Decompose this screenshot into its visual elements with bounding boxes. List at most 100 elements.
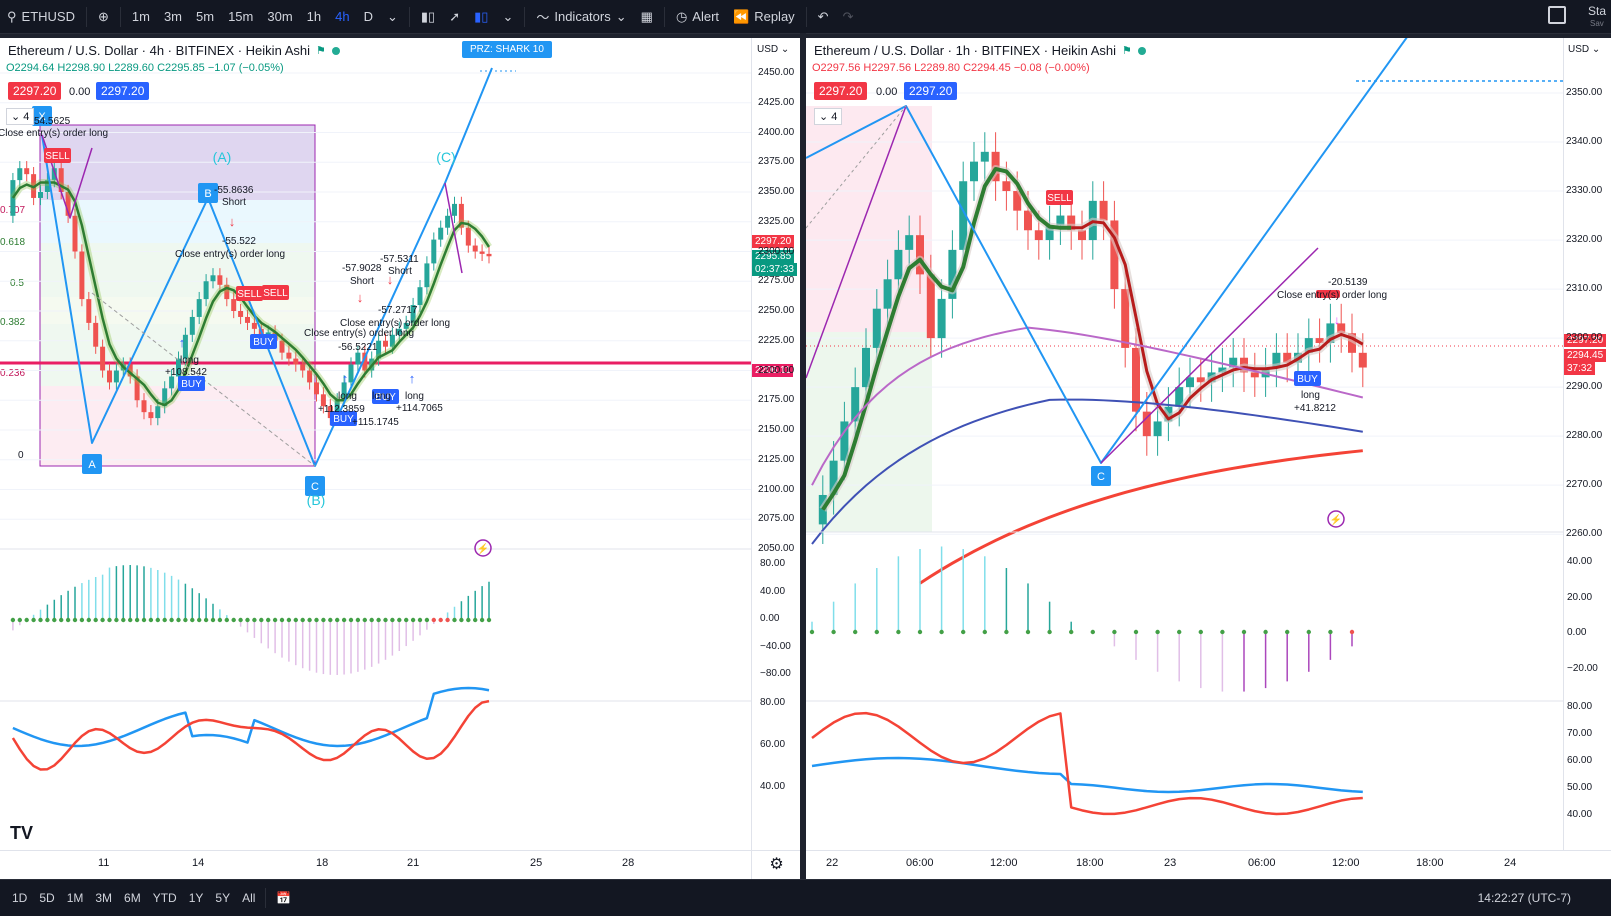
candle-body: [403, 322, 409, 329]
compare-button[interactable]: ⊕: [91, 9, 116, 25]
fib-level-label: 0.5: [10, 278, 24, 289]
candle-body: [155, 406, 161, 419]
left-collapse-toggle[interactable]: ⌄ 4: [6, 108, 35, 125]
line-style-button[interactable]: ➚: [442, 9, 467, 25]
range-6m[interactable]: 6M: [124, 891, 141, 905]
left-price-axis[interactable]: USD ⌄: [751, 38, 801, 850]
range-ytd[interactable]: YTD: [152, 891, 177, 905]
pane-splitter[interactable]: [800, 33, 806, 879]
candle-body: [1218, 367, 1227, 373]
zero-cross-dot: [128, 617, 133, 623]
left-x-tick: 28: [622, 857, 635, 869]
chevron-down-icon: ⌄: [1591, 44, 1601, 55]
right-ohlc: O2297.56 H2297.56 L2289.80 C2294.45 −0.0…: [812, 62, 1090, 74]
candle-body: [438, 227, 444, 240]
candle-body: [355, 352, 361, 365]
right-y-tick: 2330.00: [1566, 185, 1603, 197]
divider: [85, 6, 87, 27]
range-5y[interactable]: 5Y: [215, 891, 231, 905]
candle-body: [1002, 181, 1011, 192]
zero-cross-dot: [1220, 629, 1225, 635]
zero-cross-dot: [1133, 629, 1139, 635]
left-buy-button[interactable]: 2297.20: [96, 82, 150, 100]
moving-average-line: [11, 181, 491, 407]
zero-cross-dot: [376, 617, 381, 623]
candle-body: [818, 494, 827, 525]
right-currency[interactable]: USD ⌄: [1568, 44, 1600, 55]
up-arrow-marker: ↑: [342, 371, 349, 386]
interval-3m[interactable]: 3m: [163, 9, 183, 24]
chart-type-dropdown[interactable]: ⌄: [495, 9, 520, 25]
interval-1m[interactable]: 1m: [131, 9, 150, 24]
right-collapse-toggle[interactable]: ⌄ 4: [814, 108, 843, 125]
heikin-ashi-icon: ▮▯: [474, 8, 489, 24]
interval-d[interactable]: D: [363, 9, 373, 24]
candle-body: [86, 299, 92, 323]
right-time-axis[interactable]: [806, 850, 1611, 879]
interval-30m[interactable]: 30m: [267, 9, 293, 24]
candle-body: [134, 376, 140, 401]
range-5d[interactable]: 5D: [39, 891, 55, 905]
left-currency[interactable]: USD ⌄: [757, 44, 789, 55]
interval-15m[interactable]: 15m: [228, 9, 254, 24]
zero-cross-dot: [473, 617, 478, 623]
templates-button[interactable]: ▦: [634, 9, 660, 25]
undo-button[interactable]: ↶: [811, 9, 836, 25]
left-osc-tick: 80.00: [760, 558, 786, 569]
redo-button[interactable]: ↷: [836, 9, 861, 25]
lightning-icon: ⚡: [1330, 513, 1342, 526]
right-sell-button[interactable]: 2297.20: [814, 82, 868, 100]
signal-badge: [178, 376, 205, 391]
right-x-tick: 18:00: [1076, 857, 1104, 869]
zero-cross-dot: [809, 629, 815, 635]
pattern-point-label: A: [88, 459, 96, 471]
right-y-tick: 2260.00: [1566, 528, 1603, 540]
range-1m[interactable]: 1M: [66, 891, 84, 905]
zero-cross-dot: [335, 617, 340, 623]
candle-body: [1229, 357, 1238, 368]
signal-label: BUY: [181, 379, 202, 390]
signal-label: BUY: [375, 392, 396, 403]
replay-button[interactable]: ⏪ Replay: [726, 9, 802, 25]
range-all[interactable]: All: [242, 891, 256, 905]
alert-button[interactable]: ◷ Alert: [669, 9, 726, 25]
right-buy-button[interactable]: 2297.20: [904, 82, 958, 100]
settings-button[interactable]: ⚙: [751, 850, 801, 879]
trade-annotation: +115.1745: [352, 417, 399, 428]
interval-5m[interactable]: 5m: [196, 9, 215, 24]
symbol-search[interactable]: ⚲ ETHUSD: [0, 9, 82, 25]
range-3m[interactable]: 3M: [95, 891, 113, 905]
indicators-button[interactable]: 〜 Indicators ⌄: [529, 7, 633, 26]
candle-body: [127, 364, 133, 377]
bar-style-button[interactable]: ▮▯: [414, 9, 442, 25]
interval-1h[interactable]: 1h: [306, 9, 322, 24]
right-y-tick: 2280.00: [1566, 430, 1603, 442]
range-1y[interactable]: 1Y: [188, 891, 204, 905]
right-osc-tick: 0.00: [1567, 627, 1587, 638]
right-chart-pane[interactable]: [806, 38, 1563, 850]
go-to-date-button[interactable]: 📅: [270, 891, 297, 905]
interval-4h[interactable]: 4h: [335, 9, 350, 24]
left-chart-canvas[interactable]: 0.7070.6180.50.3820.2360ABCX(A)(B)(C)SEL…: [0, 38, 751, 850]
plus-circle-icon: ⊕: [97, 8, 109, 24]
right-price-axis[interactable]: USD ⌄: [1563, 38, 1611, 850]
left-y-tick: 2125.00: [758, 453, 795, 465]
indicators-icon: 〜: [536, 10, 550, 25]
heikin-ashi-button[interactable]: ▮▯: [467, 9, 495, 25]
interval-dropdown[interactable]: ⌄: [380, 9, 405, 25]
left-time-axis[interactable]: [0, 850, 751, 879]
trade-annotation: -57.9028: [342, 263, 382, 274]
right-x-tick: 12:00: [1332, 857, 1360, 869]
left-sell-button[interactable]: 2297.20: [8, 82, 62, 100]
zero-cross-dot: [982, 629, 987, 635]
right-y-tick: 2340.00: [1566, 136, 1603, 148]
layout-icon[interactable]: [1548, 6, 1566, 24]
zero-cross-dot: [459, 617, 464, 623]
right-chart-canvas[interactable]: C SELL BUY ↓ -20.5139 Close entry(s) order lo…: [806, 38, 1563, 850]
left-y-tick: 2075.00: [758, 513, 795, 525]
range-1d[interactable]: 1D: [12, 891, 28, 905]
signal-label: SELL: [45, 151, 70, 162]
save-label[interactable]: Sta: [1588, 4, 1607, 18]
undo-icon: ↶: [817, 8, 829, 24]
divider: [265, 888, 267, 908]
